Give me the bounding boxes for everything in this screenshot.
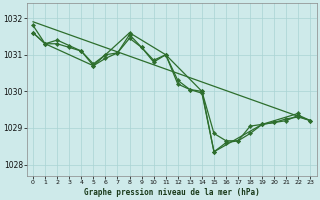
X-axis label: Graphe pression niveau de la mer (hPa): Graphe pression niveau de la mer (hPa) <box>84 188 260 197</box>
